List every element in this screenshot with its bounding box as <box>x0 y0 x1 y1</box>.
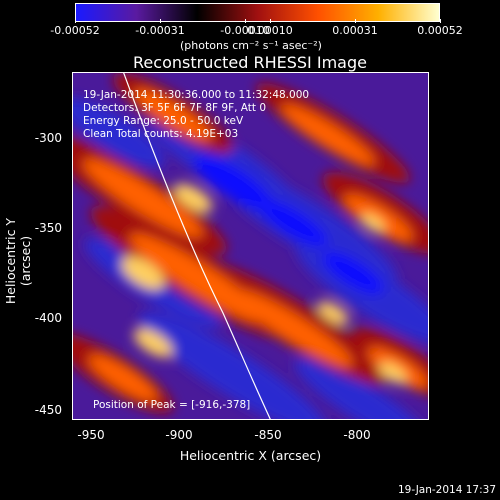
y-tick-label: -400 <box>34 311 62 325</box>
colorbar-tick-label: -0.00031 <box>135 24 185 37</box>
energy-range-text: Energy Range: 25.0 - 50.0 keV <box>83 115 244 127</box>
y-tick-label: -300 <box>34 131 62 145</box>
x-tick-label: -950 <box>77 428 105 442</box>
heatmap-blob <box>322 251 384 295</box>
colorbar-tickmark <box>355 19 356 23</box>
heatmap-blob <box>88 354 158 402</box>
heatmap-blob <box>83 159 203 237</box>
heatmap-blob <box>280 104 376 166</box>
colorbar-tickmark <box>75 19 76 23</box>
colorbar-tickmark <box>440 19 441 23</box>
solar-limb-line <box>123 73 271 419</box>
heatmap-blob <box>173 183 213 213</box>
heatmap-blob <box>129 233 267 323</box>
heatmap-blob <box>134 89 212 141</box>
colorbar-units: (photons cm⁻² s⁻¹ asec⁻²) <box>180 39 322 52</box>
colorbar-ticks: -0.00052 -0.00031 -0.00010 0.00010 0.00031 0.… <box>0 0 500 40</box>
colorbar-tick-label: -0.00010 <box>220 24 270 37</box>
x-tick-label: -850 <box>254 428 282 442</box>
heatmap-blob <box>121 256 165 290</box>
image-plot: 19-Jan-2014 11:30:36.000 to 11:32:48.000… <box>72 72 429 420</box>
time-range-text: 19-Jan-2014 11:30:36.000 to 11:32:48.000 <box>83 89 310 101</box>
detectors-text: Detectors: 3F 5F 6F 7F 8F 9F, Att 0 <box>83 102 267 114</box>
peak-position-text: Position of Peak = [-916,-378] <box>93 399 251 411</box>
heatmap-blob <box>258 199 328 247</box>
y-axis-label: Heliocentric Y (arcsec) <box>3 217 33 305</box>
timestamp: 19-Jan-2014 17:37 <box>397 484 496 496</box>
x-axis-label: Heliocentric X (arcsec) <box>179 448 322 463</box>
heatmap-blob <box>138 311 328 419</box>
heatmap-blob <box>360 213 386 233</box>
x-tick-label: -800 <box>343 428 371 442</box>
colorbar-tick-label: 0.00031 <box>332 24 378 37</box>
heatmap-blob <box>133 328 173 358</box>
heatmap-blob <box>317 301 349 325</box>
heatmap-blob <box>378 362 408 384</box>
colorbar-tick-label: 0.00010 <box>247 24 293 37</box>
colorbar-tick-label: -0.00052 <box>50 24 100 37</box>
colorbar-tickmark <box>245 19 246 23</box>
heatmap-blob <box>73 97 165 169</box>
x-tick-label: -900 <box>165 428 193 442</box>
y-tick-label: -450 <box>34 403 62 417</box>
colorbar <box>75 3 440 22</box>
colorbar-tickmark <box>270 19 271 23</box>
heatmap-blob <box>194 156 272 210</box>
heatmap-blob <box>233 289 353 367</box>
colorbar-tick-label: 0.00052 <box>417 24 463 37</box>
colorbar-tickmark <box>160 19 161 23</box>
y-tick-label: -350 <box>34 221 62 235</box>
clean-counts-text: Clean Total counts: 4.19E+03 <box>83 128 239 140</box>
image-title: Reconstructed RHESSI Image <box>133 53 367 72</box>
heatmap <box>73 73 428 419</box>
heatmap-blob <box>294 357 428 419</box>
